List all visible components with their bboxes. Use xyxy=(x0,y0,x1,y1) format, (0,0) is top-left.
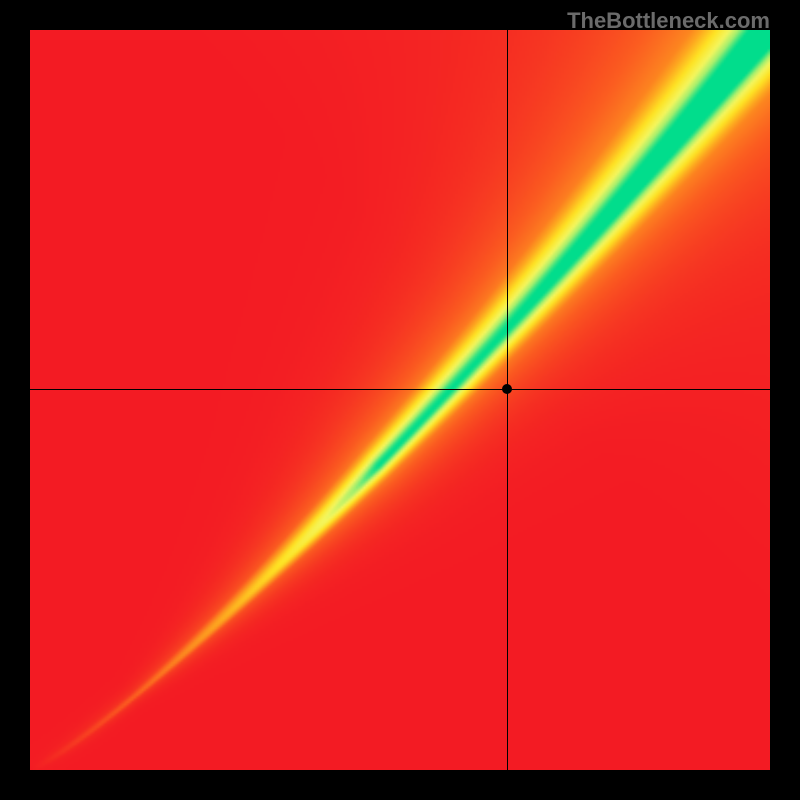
crosshair-marker xyxy=(502,384,512,394)
watermark-text: TheBottleneck.com xyxy=(567,8,770,34)
crosshair-vertical xyxy=(507,30,508,770)
heatmap-canvas xyxy=(30,30,770,770)
heatmap-plot xyxy=(30,30,770,770)
crosshair-horizontal xyxy=(30,389,770,390)
